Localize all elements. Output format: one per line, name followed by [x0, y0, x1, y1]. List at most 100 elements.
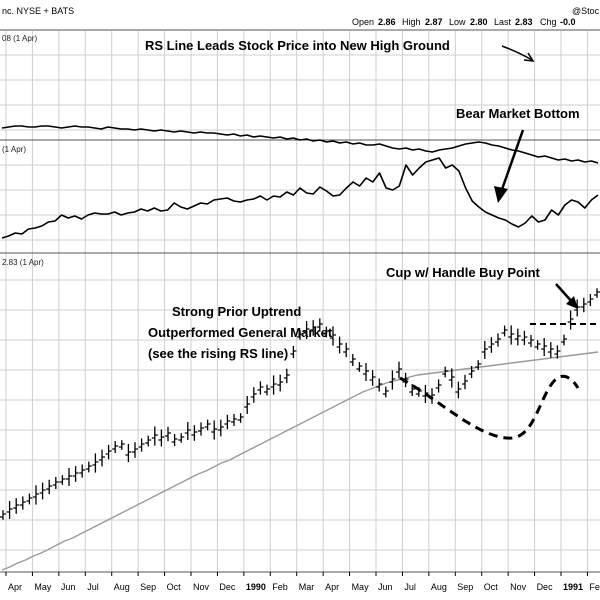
- x-tick-label: Sep: [457, 582, 473, 592]
- price-bar: [448, 368, 455, 388]
- x-tick-label: Feb: [272, 582, 288, 592]
- moving-average-line: [1, 351, 599, 571]
- price-bar: [541, 338, 548, 356]
- price-bar: [336, 336, 343, 354]
- price-bar: [99, 449, 105, 467]
- annotation-bear-bottom: Bear Market Bottom: [456, 106, 580, 121]
- price-bar: [323, 326, 330, 338]
- price-bar: [283, 368, 290, 384]
- header-high-value: 2.87: [425, 17, 443, 27]
- price-bar: [26, 493, 33, 505]
- price-bar: [521, 330, 528, 346]
- price-bar: [501, 325, 508, 337]
- x-tick-label: May: [34, 582, 52, 592]
- x-tick-label: May: [352, 582, 370, 592]
- price-bar: [204, 419, 211, 431]
- x-tick-label: Oct: [484, 582, 499, 592]
- header-chg-label: Chg: [540, 17, 557, 27]
- price-bar: [580, 297, 587, 313]
- price-bar: [303, 321, 310, 339]
- price-bar: [363, 363, 369, 381]
- x-tick-label: Mar: [299, 582, 315, 592]
- price-bar: [211, 420, 218, 440]
- x-tick-label: Jul: [87, 582, 99, 592]
- annotation-uptrend-1: Strong Prior Uptrend: [172, 304, 301, 319]
- price-bar: [59, 475, 66, 485]
- price-bar: [85, 461, 92, 473]
- price-bar: [224, 414, 231, 430]
- cup-pattern-dashed-curve: [399, 374, 580, 440]
- header-last-value: 2.83: [515, 17, 533, 27]
- price-bar: [125, 444, 132, 462]
- price-bar: [330, 326, 336, 346]
- price-bar: [46, 479, 53, 495]
- price-bar: [13, 498, 20, 514]
- price-bar: [198, 422, 204, 436]
- header-chg-value: -0.0: [560, 17, 576, 27]
- price-bar: [33, 485, 39, 505]
- price-bar: [66, 468, 72, 486]
- price-bar: [567, 310, 574, 330]
- price-bar: [158, 429, 165, 447]
- price-bar: [528, 335, 534, 347]
- price-bar: [79, 464, 86, 478]
- bear-bottom-arrowhead-icon: [494, 186, 508, 203]
- price-bar: [369, 370, 376, 386]
- price-bar: [435, 379, 442, 393]
- price-bar: [231, 414, 237, 426]
- price-bar: [376, 378, 383, 392]
- chart-background: [0, 30, 600, 600]
- price-bar: [244, 396, 251, 414]
- annotation-uptrend-3: (see the rising RS line): [148, 346, 288, 361]
- price-bar: [257, 381, 264, 395]
- price-bar: [534, 340, 541, 350]
- header-open-value: 2.86: [378, 17, 396, 27]
- header-symbol: nc. NYSE + BATS: [2, 6, 74, 16]
- price-bar: [508, 325, 515, 345]
- price-bar: [547, 342, 554, 358]
- header-low-value: 2.80: [470, 17, 488, 27]
- moving-average-series: [1, 351, 599, 571]
- price-bar: [270, 375, 277, 395]
- price-bar: [145, 435, 152, 447]
- price-bar: [132, 442, 138, 458]
- x-tick-label: Apr: [8, 582, 22, 592]
- price-bar: [72, 466, 79, 482]
- price-bar: [165, 426, 171, 442]
- chart-grid: [0, 31, 600, 572]
- price-bar: [290, 346, 297, 358]
- rs-line: [1, 125, 599, 164]
- price-bar: [343, 342, 350, 358]
- price-bar: [587, 294, 594, 306]
- x-tick-label: Nov: [193, 582, 210, 592]
- x-tick-label: Oct: [167, 582, 182, 592]
- x-tick-label: Sep: [140, 582, 156, 592]
- price-bar: [171, 434, 178, 446]
- price-bar: [554, 345, 561, 359]
- rs-leads-arrowhead-icon: [523, 52, 535, 62]
- rs-leads-arrow-icon: [501, 45, 533, 61]
- rs-line-series: [1, 125, 599, 164]
- price-bar: [191, 425, 198, 441]
- header-open-label: Open: [352, 17, 374, 27]
- x-axis: Apr May Jun Jul Aug Sep Oct Nov Dec 1990 Feb Mar Apr…: [5, 572, 600, 592]
- price-bar: [118, 440, 125, 450]
- x-tick-label: Aug: [431, 582, 447, 592]
- annotation-cup-handle: Cup w/ Handle Buy Point: [386, 265, 541, 280]
- price-bar: [217, 419, 224, 437]
- header-high-label: High: [402, 17, 421, 27]
- price-bar: [39, 482, 46, 500]
- price-bar: [514, 328, 521, 346]
- x-tick-label: Jul: [404, 582, 416, 592]
- x-tick-label: Aug: [114, 582, 130, 592]
- price-bar: [356, 362, 363, 372]
- general-market-line: [1, 157, 599, 239]
- price-bar: [495, 333, 501, 347]
- price-bar: [297, 330, 303, 340]
- price-bar: [19, 496, 26, 510]
- bear-bottom-arrow-icon: [498, 129, 525, 196]
- x-tick-label: Jun: [378, 582, 393, 592]
- price-bar: [92, 453, 99, 473]
- market-line-series: [1, 157, 599, 239]
